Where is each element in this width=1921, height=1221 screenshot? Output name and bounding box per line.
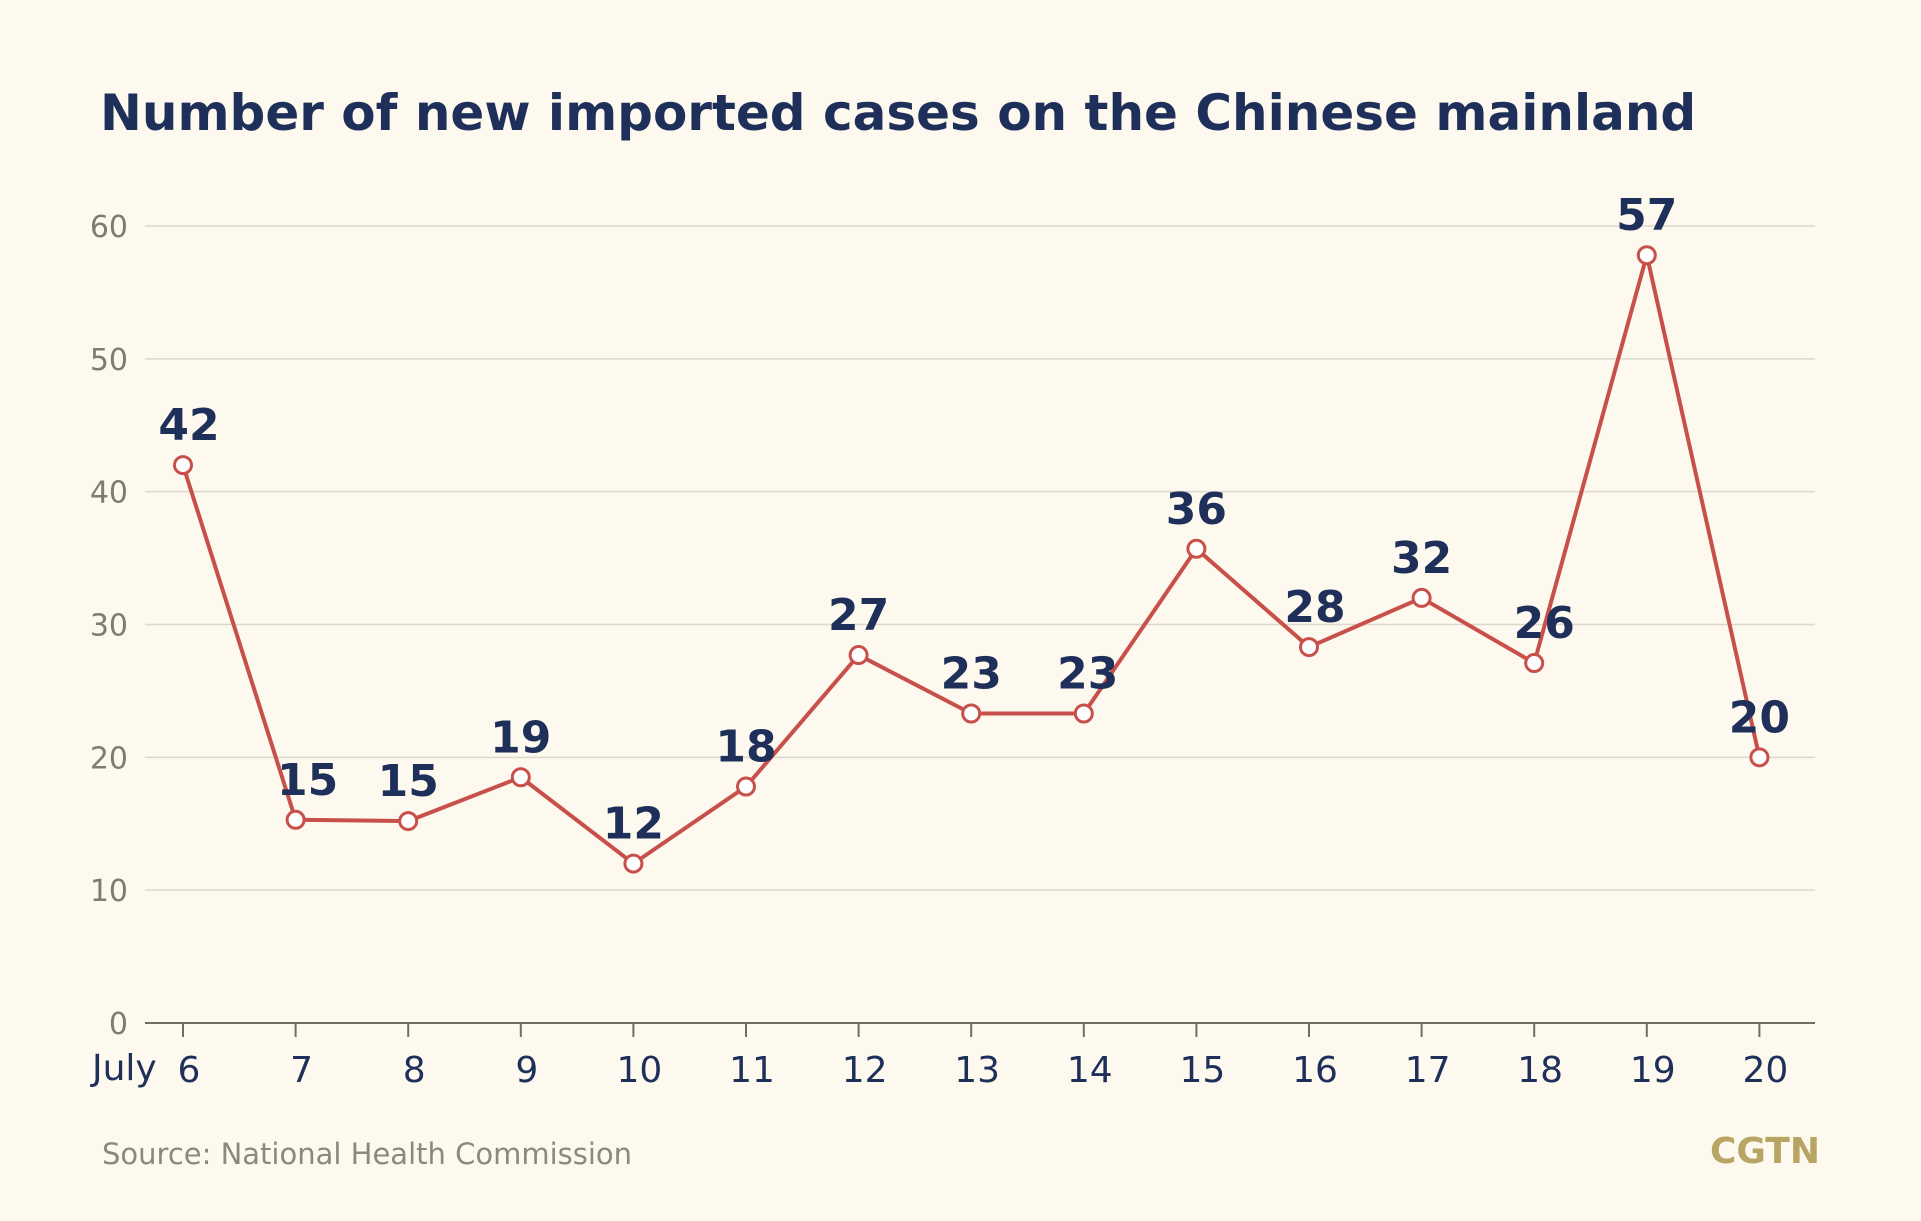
data-point [510,767,531,788]
x-tick-label: 13 [954,1050,1000,1091]
data-point [1524,653,1545,674]
x-axis-prefix: July [90,1048,157,1089]
data-label: 23 [941,648,1002,699]
x-tick-label: 14 [1067,1050,1113,1091]
data-point [1636,245,1657,266]
data-label: 15 [378,756,439,807]
x-tick-label: 7 [290,1050,313,1091]
y-tick-label: 30 [90,609,128,644]
source-note: Source: National Health Commission [102,1137,632,1171]
data-label: 15 [277,755,338,806]
x-tick-label: 8 [403,1050,426,1091]
data-label: 20 [1729,692,1790,743]
x-tick-label: 16 [1292,1050,1338,1091]
data-labels: 42 15 15 19 12 18 27 23 23 36 28 32 26 57 20 [158,190,1790,849]
x-axis-ticks: 6 7 8 9 10 11 12 13 14 15 16 17 18 19 20 [178,1023,1788,1091]
data-markers [173,245,1770,874]
data-label: 27 [828,590,889,641]
y-tick-label: 20 [90,741,128,776]
data-point [173,455,193,476]
data-label: 28 [1284,582,1345,633]
data-point [1749,747,1770,768]
y-tick-label: 10 [90,874,128,909]
y-tick-label: 40 [90,476,128,511]
data-point [1411,587,1432,608]
x-tick-label: 15 [1179,1050,1225,1091]
data-point [1299,637,1319,658]
x-tick-label: 12 [842,1050,888,1091]
x-tick-label: 17 [1405,1050,1451,1091]
data-point [398,811,419,832]
data-point [848,645,869,666]
data-point [1073,703,1094,724]
data-label: 42 [158,400,219,451]
x-tick-label: 11 [729,1050,775,1091]
data-point [623,853,644,874]
x-tick-label: 6 [178,1050,201,1091]
data-point [961,703,982,724]
x-tick-label: 18 [1517,1050,1563,1091]
x-tick-label: 10 [616,1050,662,1091]
data-label: 57 [1616,190,1677,241]
x-tick-label: 19 [1630,1050,1676,1091]
y-tick-label: 0 [109,1007,128,1042]
x-tick-label: 20 [1742,1050,1788,1091]
data-label: 19 [490,712,551,763]
data-label: 26 [1514,598,1575,649]
gridlines [145,225,1815,891]
data-label: 18 [715,722,776,773]
cgtn-logo: CGTN [1710,1131,1820,1172]
y-tick-label: 60 [90,210,128,245]
data-label: 23 [1057,648,1118,699]
y-axis-ticks: 0 10 20 30 40 50 60 [90,210,128,1042]
data-point [1186,538,1207,559]
data-point [285,809,306,830]
data-label: 36 [1166,484,1227,535]
data-label: 12 [603,799,664,850]
data-point [736,776,756,797]
chart-title: Number of new imported cases on the Chin… [100,84,1696,142]
data-label: 32 [1391,533,1452,584]
x-tick-label: 9 [515,1050,538,1091]
y-tick-label: 50 [90,343,128,378]
